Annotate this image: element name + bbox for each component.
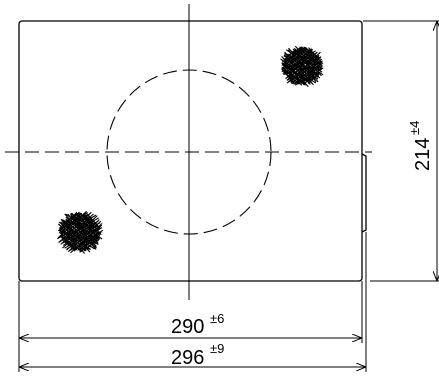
- hatch-stroke: [281, 56, 309, 88]
- hatch-stroke: [60, 234, 75, 250]
- hatch-stroke: [86, 213, 101, 229]
- dimension-214-tolerance: ±4: [407, 121, 422, 135]
- side-tab: [361, 153, 367, 233]
- hatch-stroke: [75, 211, 101, 240]
- dimension-290-tolerance: ±6: [210, 311, 224, 326]
- hatch-stroke: [59, 226, 82, 253]
- hatch-stroke: [293, 48, 320, 77]
- hatch-stroke: [287, 47, 319, 83]
- hatch-stroke: [287, 49, 317, 83]
- hatch-stroke: [64, 213, 97, 250]
- hatch-stroke: [281, 68, 296, 85]
- hatch-stroke: [79, 212, 101, 237]
- hatch-stroke: [294, 45, 322, 77]
- dashed-circle: [106, 69, 272, 235]
- hatch-stroke: [281, 62, 303, 86]
- hatch-stroke: [305, 47, 323, 66]
- hatch-stroke: [308, 47, 323, 64]
- hatch-stroke: [58, 223, 86, 254]
- dimension-296-tolerance: ±9: [210, 341, 224, 356]
- hatch-stroke: [61, 224, 86, 251]
- hatch-stroke: [62, 219, 90, 251]
- hatch-stroke: [67, 213, 97, 247]
- hatch-stroke: [288, 53, 313, 81]
- hatch-stroke: [297, 48, 322, 65]
- hatch-stroke: [283, 54, 311, 85]
- hatch-stroke: [282, 66, 299, 85]
- hatch-stroke: [284, 51, 314, 86]
- hatch-mark-top-right: [280, 45, 324, 88]
- body-outline: [18, 20, 363, 282]
- hatch-stroke: [60, 218, 91, 253]
- hatch-stroke: [299, 46, 322, 73]
- hatch-stroke: [282, 64, 310, 83]
- hatch-stroke: [292, 48, 319, 78]
- hatch-stroke: [65, 218, 92, 248]
- dimension-214-value: 214: [412, 138, 434, 171]
- hatch-stroke: [70, 215, 100, 236]
- hatch-mark-bottom-left: [57, 210, 104, 254]
- hatch-stroke: [283, 61, 304, 84]
- hatch-stroke: [301, 46, 323, 70]
- dimension-296-value: 296: [171, 347, 204, 369]
- hatch-stroke: [71, 212, 99, 244]
- dimension-290-value: 290: [171, 316, 204, 338]
- hatch-stroke: [60, 232, 77, 250]
- hatch-stroke: [69, 214, 97, 245]
- hatch-stroke: [83, 214, 100, 232]
- hatch-stroke: [281, 68, 306, 86]
- hatch-stroke: [74, 212, 99, 241]
